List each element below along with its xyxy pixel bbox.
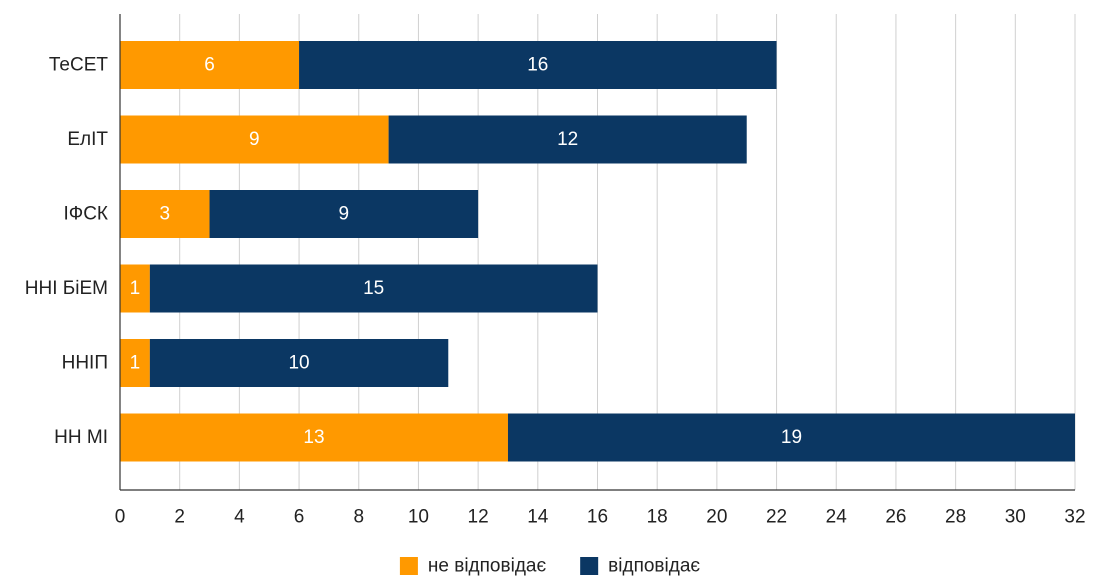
category-label: НН МІ: [54, 427, 108, 448]
x-tick-label: 20: [706, 507, 727, 528]
bar-segment: [209, 190, 479, 238]
legend-label: не відповідає: [428, 556, 547, 577]
bar-value-label: 1: [130, 353, 141, 374]
x-tick-label: 28: [945, 507, 966, 528]
bar-segment: [388, 115, 747, 164]
x-tick-label: 0: [115, 507, 126, 528]
x-tick-label: 30: [1005, 507, 1026, 528]
category-label: ННІП: [62, 353, 108, 374]
legend-swatch: [399, 557, 418, 575]
bar-segment: [120, 264, 150, 313]
x-tick-label: 18: [647, 507, 668, 528]
x-tick-label: 4: [234, 507, 245, 528]
bar-value-label: 13: [303, 427, 324, 448]
bar-value-label: 9: [249, 129, 260, 150]
gridlines: [179, 14, 1076, 490]
bar-segment: [507, 413, 1075, 462]
x-tick-label: 6: [294, 507, 305, 528]
bar-segment: [120, 41, 300, 89]
x-tick-label: 22: [766, 507, 787, 528]
category-label: ЕлІТ: [67, 129, 108, 150]
bar-value-label: 12: [557, 129, 578, 150]
bar-segment: [149, 339, 449, 387]
bars: 6 16 9 12 3 9 1 15 1 10 13 19: [120, 41, 1075, 462]
bar-segment: [120, 339, 150, 387]
category-label: ІФСК: [63, 204, 108, 225]
bar-segment: [299, 41, 777, 89]
bar-value-label: 15: [363, 278, 384, 299]
x-tick-label: 26: [885, 507, 906, 528]
x-tick-label: 2: [174, 507, 185, 528]
category-labels: ТеСЕТ ЕлІТ ІФСК ННІ БіЕМ ННІП НН МІ: [25, 55, 109, 449]
bar-segment: [120, 413, 508, 462]
bar-value-label: 19: [781, 427, 802, 448]
bar-value-label: 9: [339, 204, 350, 225]
legend: не відповідає відповідає: [399, 556, 700, 577]
x-tick-label: 10: [408, 507, 429, 528]
x-tick-label: 24: [826, 507, 848, 528]
bar-segment: [120, 115, 389, 164]
bar-value-label: 3: [159, 204, 170, 225]
legend-label: відповідає: [608, 556, 700, 577]
axes: [119, 14, 1075, 491]
x-tick-labels: 0 2 4 6 8 10 12 14 16 18 20 22 24 26 28 30 32: [115, 507, 1086, 528]
bar-value-label: 10: [288, 353, 309, 374]
legend-swatch: [580, 557, 599, 575]
category-label: ТеСЕТ: [49, 55, 109, 76]
x-tick-label: 32: [1064, 507, 1085, 528]
bar-value-label: 1: [130, 278, 141, 299]
x-tick-label: 14: [527, 507, 549, 528]
x-tick-label: 16: [587, 507, 608, 528]
x-tick-label: 8: [353, 507, 364, 528]
category-label: ННІ БіЕМ: [25, 278, 108, 299]
bar-segment: [149, 264, 598, 313]
bar-value-label: 6: [204, 55, 215, 76]
bar-segment: [120, 190, 210, 238]
x-tick-label: 12: [468, 507, 489, 528]
bar-value-label: 16: [527, 55, 548, 76]
